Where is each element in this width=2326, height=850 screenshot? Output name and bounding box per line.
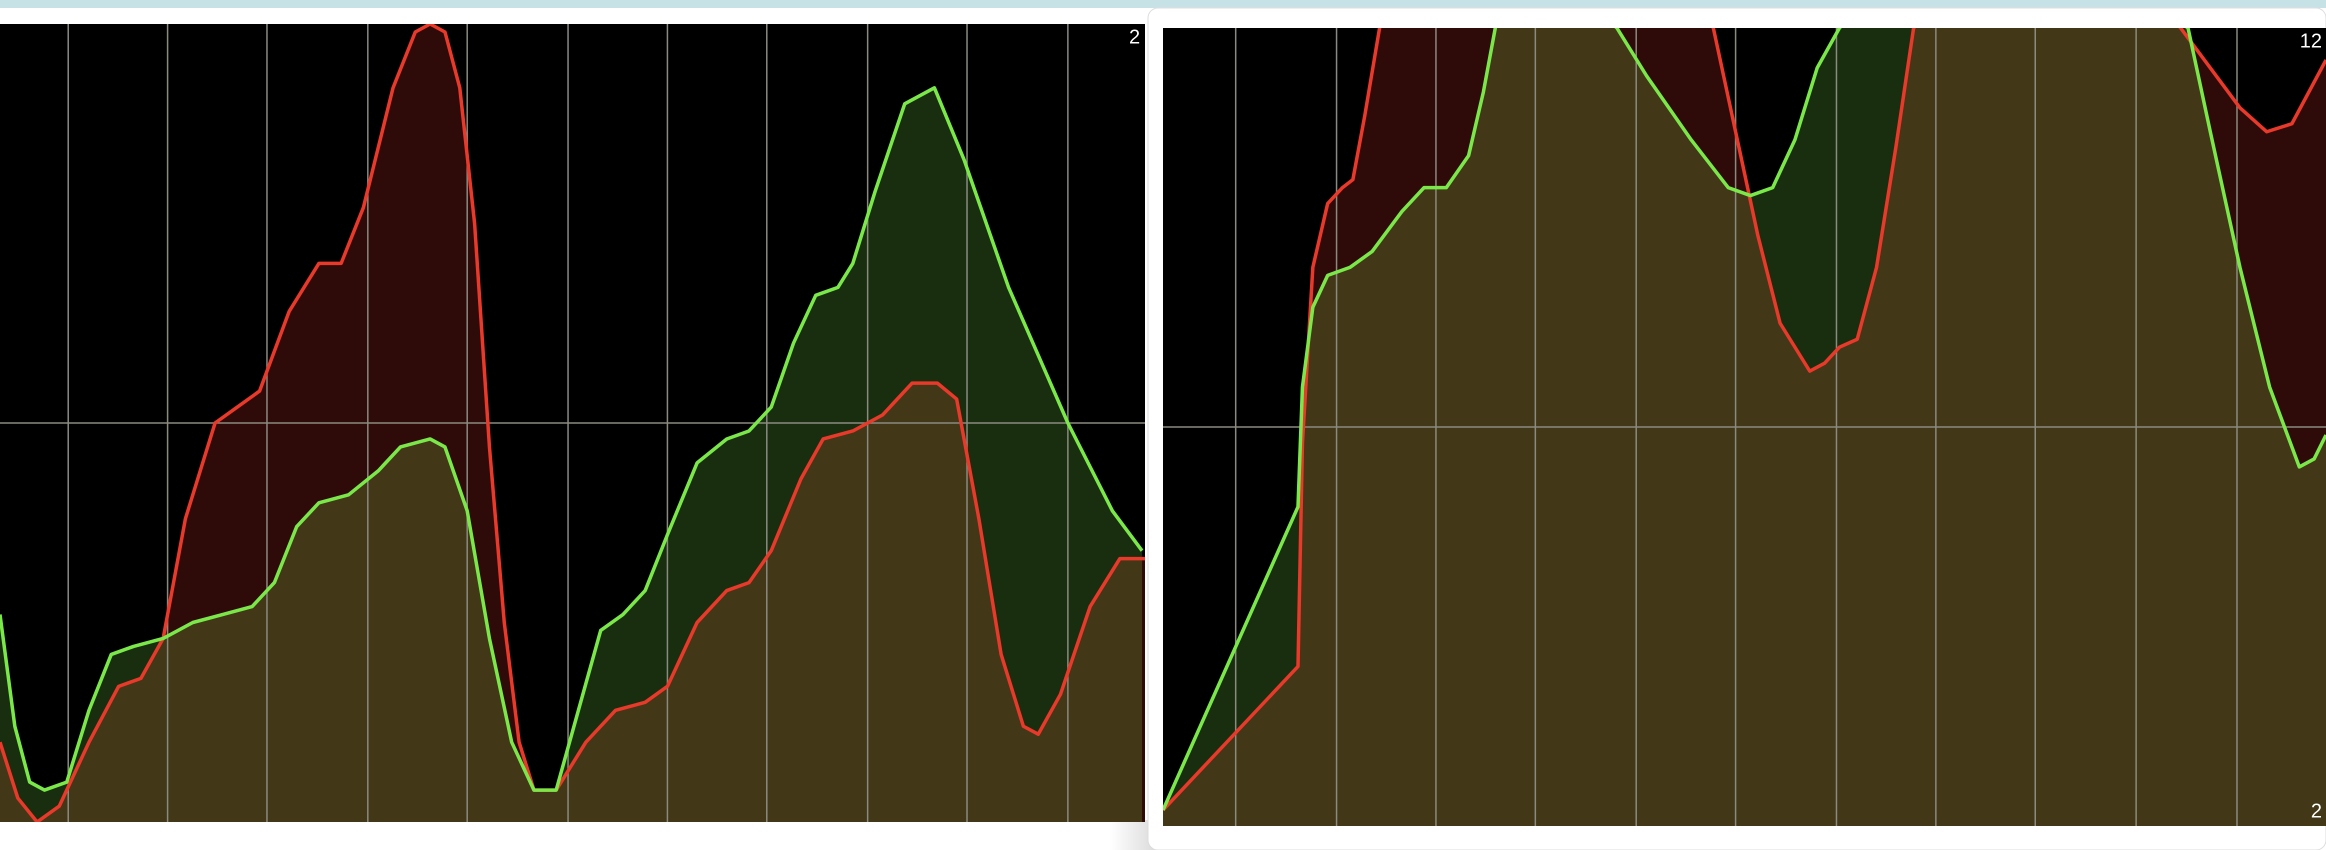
y-tick-label: 2 [2311,800,2322,822]
plot: 2 [0,24,1145,822]
y-tick-label: 12 [2300,30,2322,52]
window-bar [1150,0,2326,8]
window-bar [0,0,1150,8]
series-line [1163,28,2326,812]
series-line [0,24,1145,822]
areas [0,24,1145,822]
series-area [0,87,1143,822]
plot: 2 12 [1163,28,2326,826]
series-line [1163,28,2326,811]
corner-label: 2 [1129,26,1140,48]
series-line [0,86,1144,792]
